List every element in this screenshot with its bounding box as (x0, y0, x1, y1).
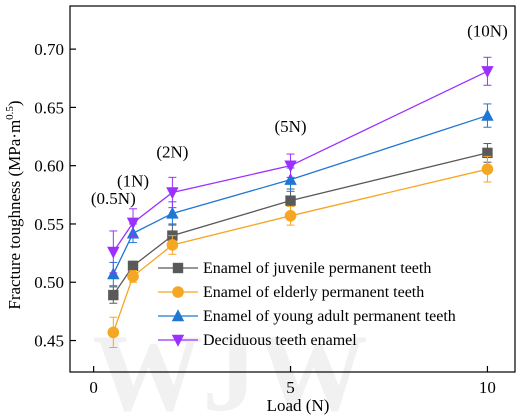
legend-label-1: Enamel of elderly permanent teeth (203, 284, 424, 301)
x-tick-label-0: 0 (89, 378, 98, 397)
data-point-3-0 (107, 246, 120, 259)
plot-frame (69, 5, 516, 373)
data-point-3-3 (284, 160, 297, 173)
annotation-3: (5N) (274, 117, 306, 136)
x-tick-label-2: 10 (479, 378, 496, 397)
legend-label-0: Enamel of juvenile permanent teeth (203, 260, 431, 277)
annotations: (0.5N)(1N) (2N) (5N) (10N) (91, 21, 508, 208)
x-axis-label: Load (N) (267, 396, 330, 415)
y-tick-label-4: 0.65 (34, 98, 64, 117)
axes: 0 5 10 0.45 0.50 0.55 0.60 0.65 0.70 (34, 5, 516, 397)
y-axis-label-close: ) (5, 100, 24, 106)
y-axis-label-exponent: 0.5 (4, 106, 16, 120)
legend-marker-0 (172, 262, 184, 274)
legend-label-2: Enamel of young adult permanent teeth (203, 308, 456, 325)
y-axis-label-main: Fracture toughness (MPa·m (5, 120, 24, 310)
y-tick-label-2: 0.55 (34, 215, 64, 234)
annotation-0: (0.5N) (91, 189, 136, 208)
data-point-0-0 (108, 289, 119, 301)
data-point-2-3 (284, 172, 297, 185)
annotation-2: (2N) (156, 143, 188, 162)
data-point-3-1 (126, 217, 140, 230)
plot-area (107, 56, 494, 349)
legend: Enamel of juvenile permanent teeth Enamel… (158, 260, 456, 349)
annotation-1: (1N) (117, 172, 149, 191)
data-point-1-1 (127, 270, 139, 283)
data-point-1-2 (166, 239, 179, 251)
legend-marker-1 (172, 286, 184, 298)
data-point-0-4 (482, 147, 493, 159)
data-point-0-1 (127, 260, 139, 272)
data-point-2-2 (166, 206, 179, 219)
y-axis-label: Fracture toughness (MPa·m0.5) (4, 100, 24, 309)
data-point-1-3 (284, 210, 297, 222)
data-point-2-4 (481, 108, 494, 121)
watermark: WJW (93, 312, 368, 419)
annotation-4: (10N) (467, 21, 508, 40)
data-point-3-2 (166, 187, 179, 200)
data-point-3-4 (481, 66, 494, 78)
data-point-0-3 (285, 195, 296, 206)
legend-label-3: Deciduous teeth enamel (203, 332, 357, 349)
y-tick-label-1: 0.50 (34, 273, 64, 292)
legend-marker-2 (171, 309, 185, 322)
data-point-1-0 (107, 326, 120, 339)
y-tick-label-3: 0.60 (34, 157, 64, 176)
x-tick-label-1: 5 (286, 378, 295, 397)
legend-marker-3 (171, 334, 185, 347)
y-tick-label-0: 0.45 (34, 332, 64, 351)
data-point-1-4 (481, 163, 494, 175)
y-tick-label-5: 0.70 (34, 40, 64, 59)
